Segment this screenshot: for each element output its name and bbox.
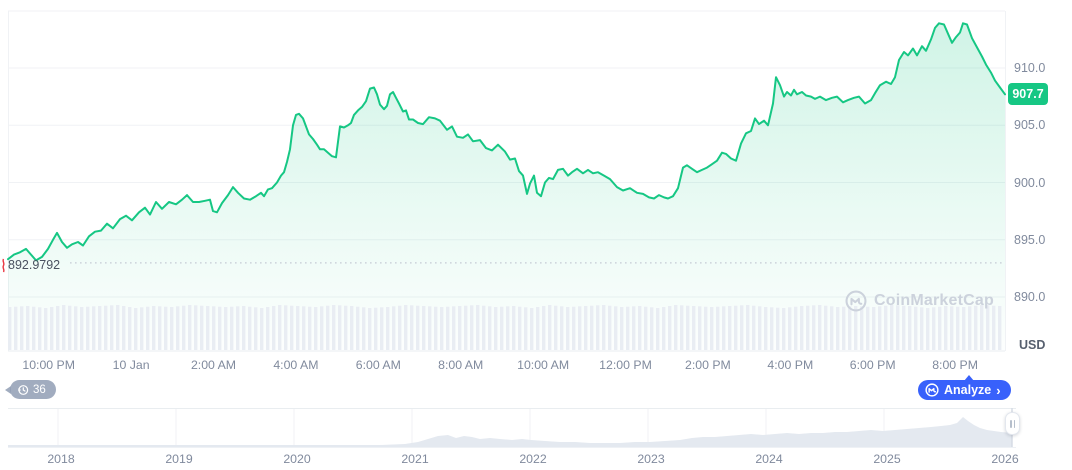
- year-label: 2024: [755, 452, 783, 466]
- chevron-right-icon: ›: [996, 382, 1001, 398]
- cmc-logo-icon: [925, 383, 939, 397]
- y-axis-label: 905.0: [1014, 118, 1046, 133]
- current-price-badge: 907.7: [1008, 83, 1048, 105]
- y-axis-label: 895.0: [1014, 232, 1046, 247]
- x-axis-label: 10:00 AM: [517, 358, 570, 372]
- previous-close-label: 892.9792: [8, 258, 61, 272]
- currency-unit-label: USD: [1019, 338, 1046, 352]
- range-selector[interactable]: [8, 408, 1016, 447]
- history-count: 36: [33, 383, 46, 396]
- watermark-text: CoinMarketCap: [874, 292, 994, 309]
- x-axis-label: 2:00 PM: [684, 358, 731, 372]
- handle-grip: [1013, 419, 1015, 428]
- year-label: 2025: [873, 452, 901, 466]
- y-axis-label: 890.0: [1014, 290, 1046, 304]
- volume-bars: [8, 305, 1002, 350]
- year-label: 2019: [165, 452, 193, 466]
- x-axis-label: 10 Jan: [112, 358, 150, 372]
- range-handle[interactable]: [1005, 412, 1020, 435]
- x-axis-label: 6:00 PM: [849, 358, 896, 372]
- x-axis-label: 4:00 PM: [767, 358, 814, 372]
- history-clock-icon: [17, 384, 29, 396]
- year-label: 2018: [47, 452, 75, 466]
- y-axis-label: 910.0: [1014, 61, 1046, 75]
- year-label: 2026: [991, 452, 1019, 466]
- analyze-label: Analyze: [944, 383, 992, 397]
- price-area: [8, 23, 1005, 351]
- price-line: [7, 22, 1006, 262]
- x-axis-label: 6:00 AM: [355, 358, 401, 372]
- handle-grip: [1010, 419, 1012, 428]
- year-label: 2022: [519, 452, 547, 466]
- x-axis-label: 10:00 PM: [22, 358, 75, 372]
- badge-tail: [5, 386, 11, 394]
- analyze-button[interactable]: Analyze ›: [918, 375, 1011, 400]
- history-count-badge[interactable]: 36: [5, 380, 56, 399]
- cmc-logo-icon: [845, 290, 867, 312]
- analyze-pointer: [964, 375, 974, 381]
- x-axis-label: 8:00 PM: [932, 358, 978, 372]
- x-axis-label: 2:00 AM: [190, 358, 237, 372]
- previous-close-marker-icon: [2, 258, 5, 273]
- x-axis-label: 4:00 AM: [273, 358, 319, 372]
- y-axis-label: 900.0: [1014, 175, 1046, 190]
- x-axis-label: 12:00 PM: [599, 358, 652, 372]
- x-axis-label: 8:00 AM: [438, 358, 484, 372]
- year-label: 2023: [637, 452, 665, 466]
- timeline-area: [8, 417, 1012, 447]
- year-label: 2021: [401, 452, 429, 466]
- coinmarketcap-watermark: CoinMarketCap: [845, 290, 994, 312]
- year-label: 2020: [283, 452, 311, 466]
